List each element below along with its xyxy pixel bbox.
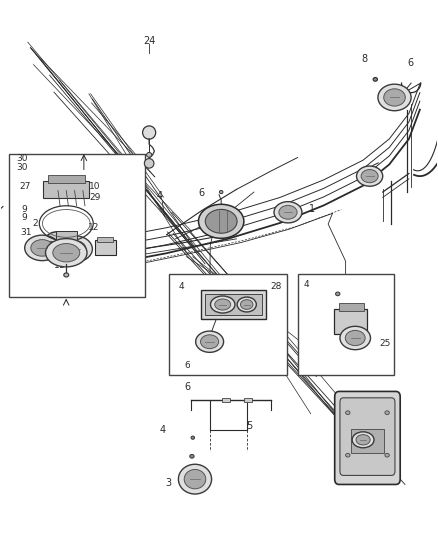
Text: 9: 9 [22,213,28,222]
Ellipse shape [43,232,70,257]
Ellipse shape [190,455,194,458]
Text: 24: 24 [143,36,155,45]
Ellipse shape [184,470,206,489]
Text: 12: 12 [88,223,99,232]
Bar [95,240,116,255]
Bar [297,274,394,375]
Ellipse shape [340,326,371,350]
Ellipse shape [219,190,223,193]
Ellipse shape [147,152,152,157]
Text: 30: 30 [16,154,28,163]
Text: 28: 28 [270,281,282,290]
Ellipse shape [31,240,53,256]
FancyBboxPatch shape [340,398,395,475]
Text: 9: 9 [22,205,28,214]
Text: 5: 5 [247,421,253,431]
Ellipse shape [345,330,365,345]
Text: 27: 27 [19,182,30,191]
Ellipse shape [346,411,350,415]
Text: 4: 4 [178,281,184,290]
Ellipse shape [145,159,154,168]
Ellipse shape [178,464,212,494]
Ellipse shape [356,434,370,445]
Ellipse shape [46,239,87,267]
Bar [97,237,113,242]
Ellipse shape [385,411,389,415]
Text: 3: 3 [166,479,172,488]
Ellipse shape [240,300,253,309]
Text: 6: 6 [407,59,413,68]
Bar [201,289,266,319]
Text: 6: 6 [198,188,205,198]
Text: 8: 8 [361,54,367,64]
Bar [244,398,252,402]
Text: 29: 29 [89,193,100,202]
Ellipse shape [385,454,389,457]
Ellipse shape [346,454,350,457]
Bar [10,154,145,297]
Ellipse shape [57,241,65,248]
Bar [339,303,364,311]
Ellipse shape [191,436,194,439]
Ellipse shape [211,298,215,302]
Ellipse shape [25,235,60,261]
Text: 6: 6 [184,382,190,392]
Text: 4: 4 [304,279,309,288]
Ellipse shape [211,296,235,313]
Bar [351,429,384,453]
Ellipse shape [62,240,86,257]
Bar [169,274,287,375]
Text: 4: 4 [157,191,163,201]
Bar [43,181,89,198]
Bar [205,294,262,315]
Text: 1: 1 [308,204,314,214]
FancyBboxPatch shape [335,391,400,484]
Ellipse shape [378,84,411,111]
Ellipse shape [357,166,383,186]
Ellipse shape [237,297,256,312]
Ellipse shape [64,273,69,277]
Bar [334,309,367,334]
Text: 6: 6 [184,361,190,370]
Ellipse shape [201,335,219,349]
Ellipse shape [143,126,155,139]
Ellipse shape [56,236,92,262]
Ellipse shape [279,205,297,219]
Ellipse shape [384,89,405,106]
Ellipse shape [336,292,340,296]
Ellipse shape [274,201,302,223]
Ellipse shape [361,169,378,183]
Text: 4: 4 [159,425,165,435]
Ellipse shape [196,331,223,352]
Ellipse shape [205,209,237,233]
Text: 2: 2 [33,220,39,229]
Ellipse shape [198,204,244,238]
Ellipse shape [352,432,374,448]
Text: 25: 25 [379,338,391,348]
Text: 31: 31 [20,228,32,237]
Text: 10: 10 [89,182,100,191]
Bar [56,231,77,241]
Ellipse shape [215,299,231,310]
Text: 15: 15 [17,227,30,237]
Bar [48,175,85,183]
Ellipse shape [373,77,378,81]
Text: 12: 12 [91,231,103,241]
Text: 30: 30 [17,163,28,172]
Text: 7: 7 [378,431,385,441]
Ellipse shape [53,244,80,262]
Bar [223,398,230,402]
Text: 11: 11 [54,261,65,270]
